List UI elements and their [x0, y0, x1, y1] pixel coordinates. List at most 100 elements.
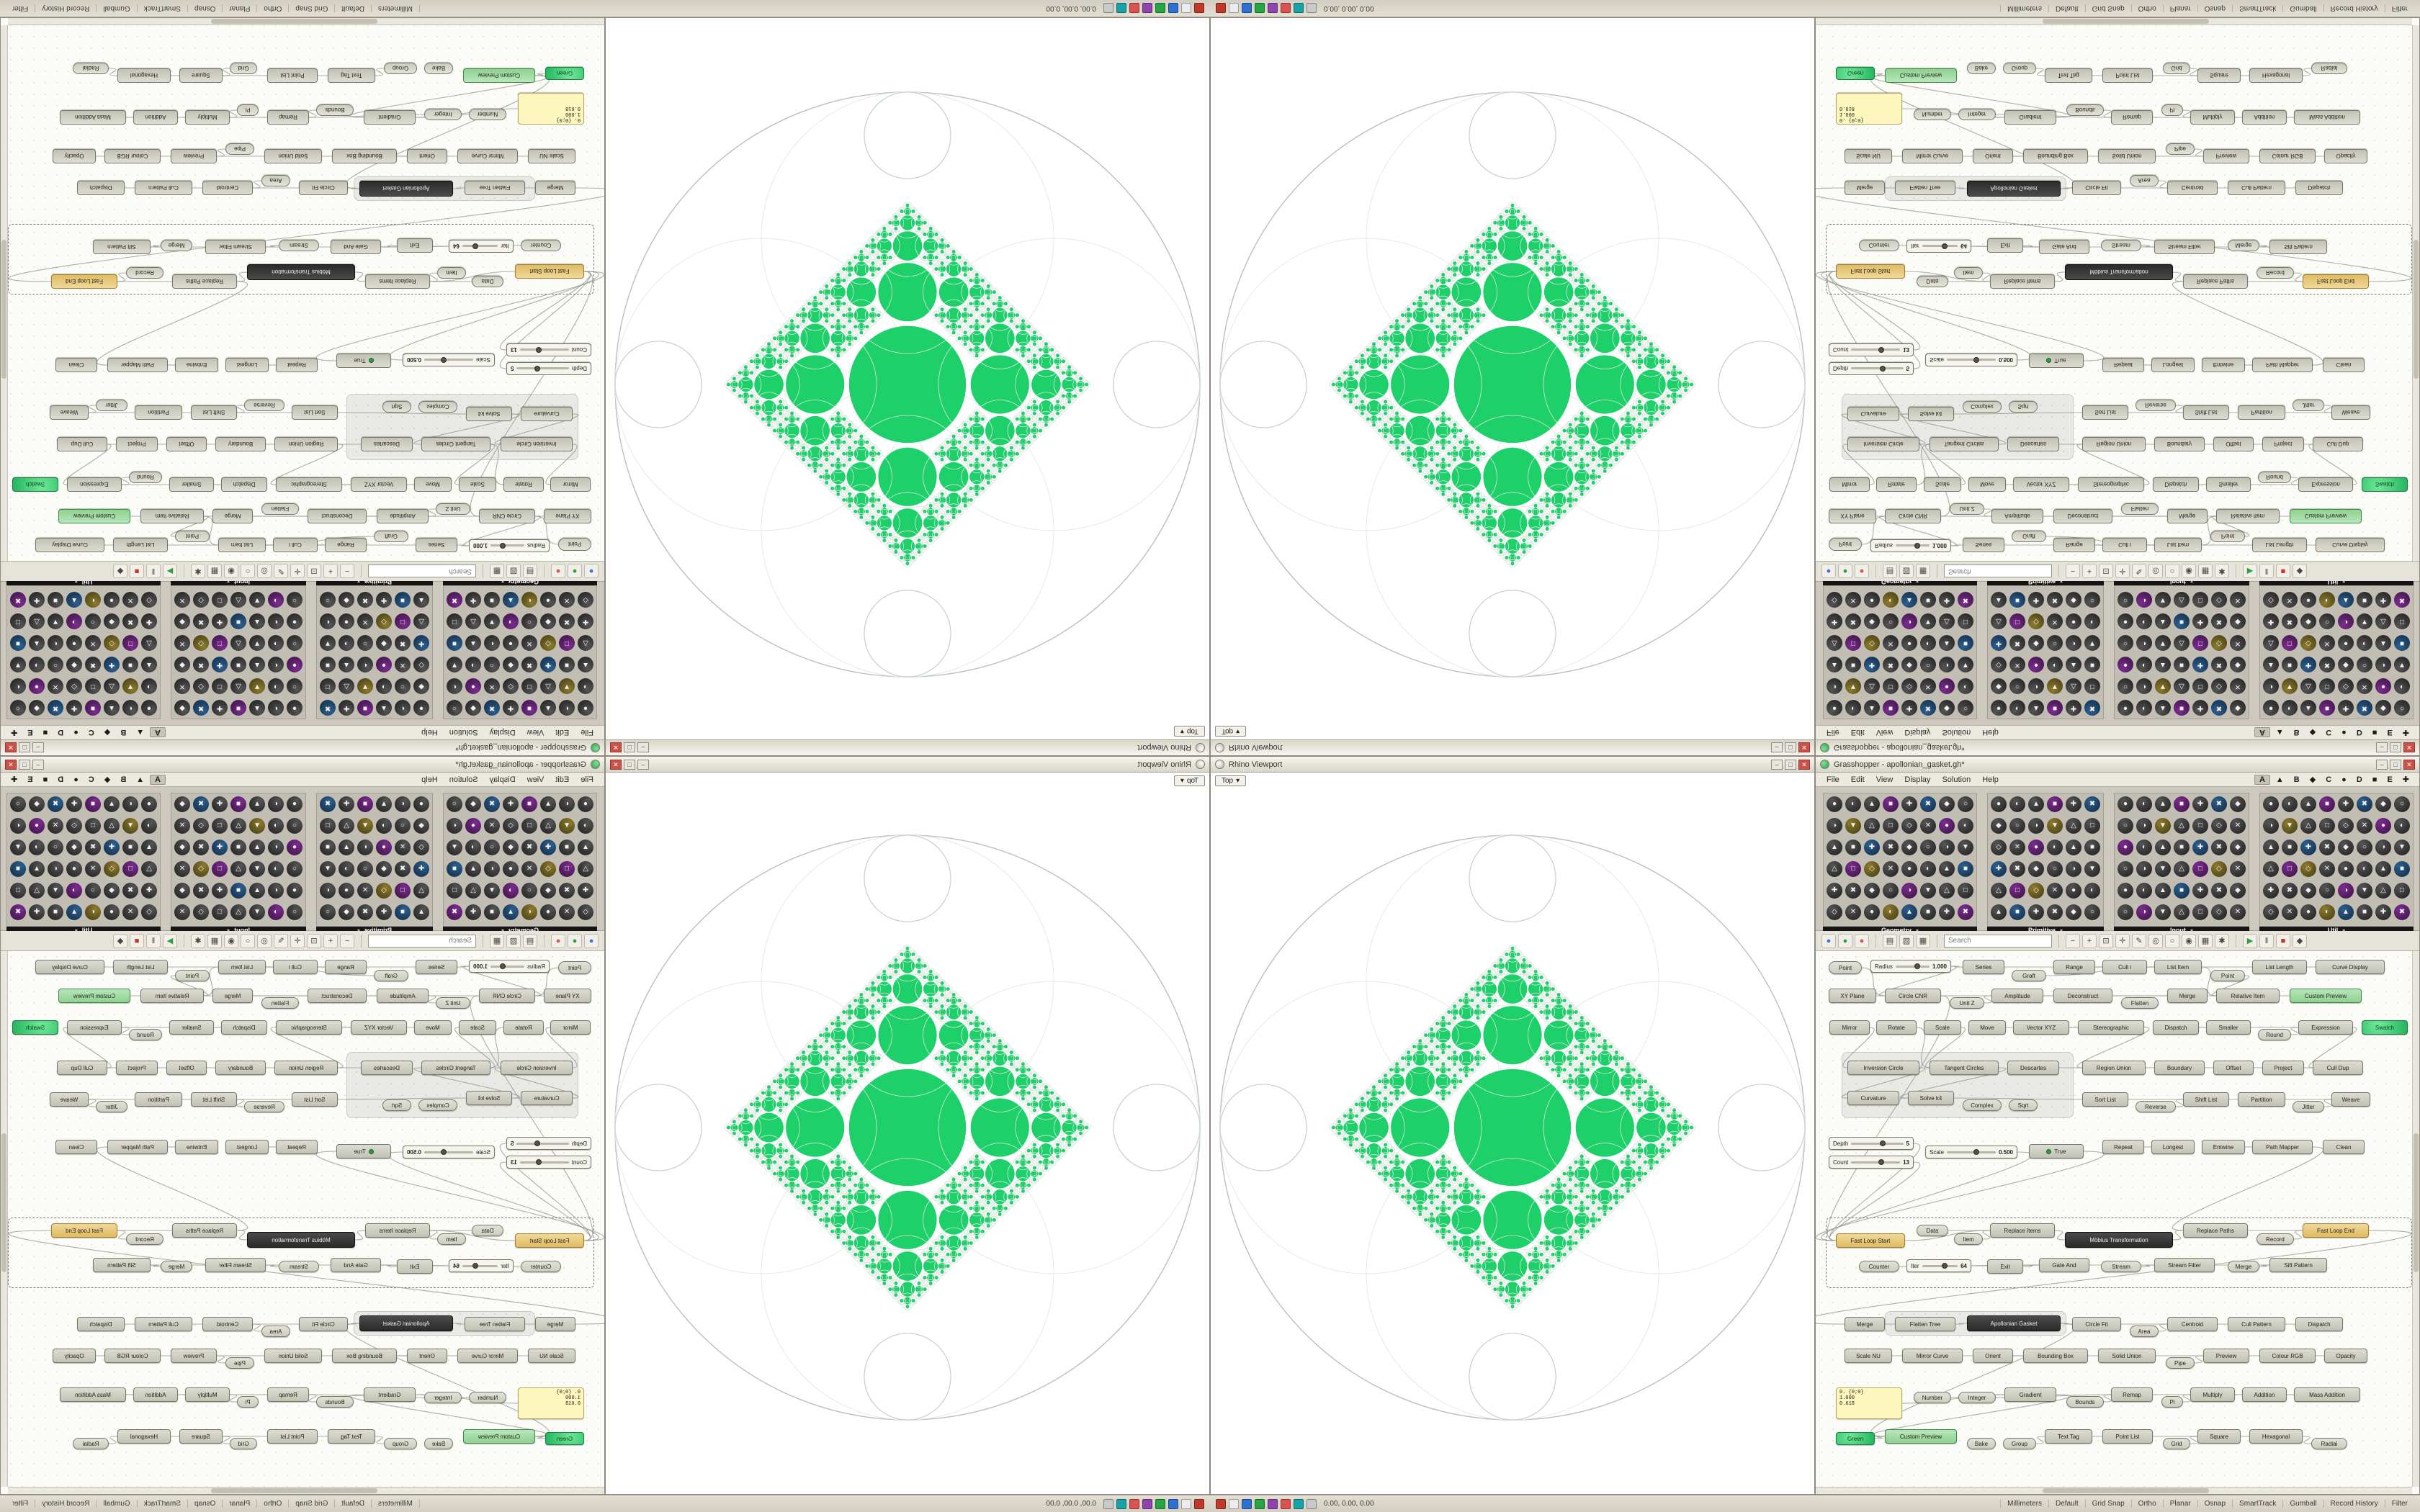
component-icon[interactable]: ✖: [395, 635, 411, 651]
gh-node-counter[interactable]: Counter: [1859, 1261, 1899, 1272]
component-icon[interactable]: ◑: [465, 657, 481, 672]
component-icon[interactable]: ○: [521, 883, 537, 899]
category-tab-d[interactable]: D: [58, 728, 64, 737]
component-icon[interactable]: ✖: [521, 657, 537, 672]
status-toggle-gumball[interactable]: Gumball: [2282, 4, 2323, 12]
component-icon[interactable]: ▼: [249, 635, 265, 651]
gh-node-dispatch[interactable]: Dispatch: [2153, 1020, 2199, 1035]
component-icon[interactable]: ◇: [2300, 861, 2316, 877]
gh-node-m-bius-transformation[interactable]: Möbius Transformation: [2065, 1232, 2173, 1248]
gh-node-square[interactable]: Square: [179, 68, 223, 83]
component-icon[interactable]: ●: [2118, 657, 2133, 672]
component-icon[interactable]: ✖: [122, 883, 138, 899]
component-icon[interactable]: ◑: [141, 818, 157, 834]
component-icon[interactable]: ●: [287, 883, 302, 899]
component-icon[interactable]: ■: [2009, 592, 2025, 608]
slider-track[interactable]: [424, 1148, 473, 1155]
component-icon[interactable]: ◇: [1827, 592, 1842, 608]
scrollbar-thumb[interactable]: [1, 239, 6, 379]
gh-node-shift-list[interactable]: Shift List: [2183, 405, 2229, 420]
gh-node-gradient[interactable]: Gradient: [2004, 1387, 2056, 1402]
gh-node-pi[interactable]: Pi: [237, 104, 259, 116]
gh-node-cull-pattern[interactable]: Cull Pattern: [2228, 1317, 2285, 1331]
component-icon[interactable]: ◐: [2282, 796, 2298, 812]
component-icon[interactable]: ✕: [357, 883, 373, 899]
status-toggle-filter[interactable]: Filter: [2384, 1500, 2414, 1508]
status-toggle-filter[interactable]: Filter: [6, 4, 36, 12]
component-icon[interactable]: ○: [2047, 635, 2063, 651]
gh-node-pi[interactable]: Pi: [2161, 1396, 2183, 1408]
category-tab-a[interactable]: A: [150, 774, 166, 785]
component-icon[interactable]: ■: [2174, 657, 2190, 672]
gh-node-round[interactable]: Round: [129, 1029, 162, 1040]
component-icon[interactable]: ▼: [10, 657, 26, 672]
gh-node-stream-filter[interactable]: Stream Filter: [205, 1258, 266, 1272]
component-icon[interactable]: ▲: [1991, 592, 2007, 608]
component-icon[interactable]: ✖: [193, 883, 209, 899]
component-icon[interactable]: ◐: [1845, 700, 1861, 716]
component-icon[interactable]: ○: [395, 818, 411, 834]
gh-node-centroid[interactable]: Centroid: [2167, 1317, 2218, 1331]
gh-node-true[interactable]: True: [336, 354, 391, 368]
gh-node-count-13[interactable]: Count 13: [1829, 1156, 1914, 1169]
gh-node-count-13[interactable]: Count 13: [1829, 343, 1914, 356]
component-icon[interactable]: ✚: [212, 700, 228, 716]
crosshair-icon[interactable]: ◎: [257, 564, 272, 579]
component-icon[interactable]: ○: [1883, 613, 1899, 629]
pan-icon[interactable]: ✛: [2115, 564, 2130, 579]
menu-item-file[interactable]: File: [581, 728, 593, 737]
component-icon[interactable]: ◆: [104, 613, 120, 629]
component-icon[interactable]: ◐: [48, 861, 63, 877]
component-icon[interactable]: ◑: [376, 678, 392, 694]
gh-node-custom-preview[interactable]: Custom Preview: [1885, 1429, 1957, 1444]
gh-node-boundary[interactable]: Boundary: [215, 1061, 266, 1075]
gh-node-iter-64[interactable]: Iter 64: [1906, 1259, 1971, 1272]
component-icon[interactable]: ✖: [2319, 840, 2335, 855]
gh-node-area[interactable]: Area: [261, 175, 290, 186]
menu-item-help[interactable]: Help: [421, 728, 438, 737]
component-icon[interactable]: ◇: [66, 678, 82, 694]
component-icon[interactable]: ✕: [48, 818, 63, 834]
component-icon[interactable]: ●: [2066, 883, 2081, 899]
component-icon[interactable]: △: [1991, 883, 2007, 899]
component-icon[interactable]: ■: [2084, 840, 2100, 855]
gh-node-bounding-box[interactable]: Bounding Box: [2023, 149, 2088, 163]
category-tab-[interactable]: ▲: [136, 728, 145, 737]
gh-node-bounds[interactable]: Bounds: [2066, 1396, 2104, 1408]
gh-node-mirror-curve[interactable]: Mirror Curve: [457, 1349, 518, 1363]
slider-knob[interactable]: [472, 243, 479, 250]
gh-node-exit[interactable]: Exit: [1987, 238, 2023, 253]
component-icon[interactable]: ◑: [2375, 657, 2391, 672]
scrollbar-thumb[interactable]: [210, 1488, 378, 1493]
new-definition-icon[interactable]: ▤: [523, 933, 537, 948]
component-icon[interactable]: ◐: [10, 678, 26, 694]
component-icon[interactable]: ✕: [174, 678, 190, 694]
component-icon[interactable]: ✕: [122, 904, 138, 920]
component-icon[interactable]: ✚: [2028, 904, 2044, 920]
gh-node-scale-nu[interactable]: Scale NU: [528, 1349, 575, 1363]
gh-node-pipe[interactable]: Pipe: [225, 1357, 254, 1369]
component-icon[interactable]: ✚: [1991, 861, 2007, 877]
component-icon[interactable]: ▲: [465, 861, 481, 877]
component-icon[interactable]: ◑: [339, 861, 354, 877]
component-icon[interactable]: ◇: [1864, 635, 1880, 651]
component-icon[interactable]: ✕: [2230, 861, 2246, 877]
viewport-canvas[interactable]: Top ▾: [1211, 18, 1814, 739]
gh-node-grid[interactable]: Grid: [230, 63, 257, 74]
component-icon[interactable]: □: [212, 635, 228, 651]
component-icon[interactable]: ✕: [174, 904, 190, 920]
category-tab-d[interactable]: D: [58, 775, 64, 784]
component-icon[interactable]: ●: [2338, 861, 2354, 877]
component-icon[interactable]: ✖: [10, 592, 26, 608]
gh-node-orient[interactable]: Orient: [407, 149, 447, 163]
component-icon[interactable]: ✖: [193, 613, 209, 629]
component-icon[interactable]: ◑: [2338, 883, 2354, 899]
gh-node-cull-pattern[interactable]: Cull Pattern: [135, 181, 192, 195]
component-icon[interactable]: ○: [447, 700, 462, 716]
component-icon[interactable]: ◆: [1939, 700, 1955, 716]
gh-node-merge[interactable]: Merge: [1845, 1317, 1885, 1331]
file-category-ball[interactable]: ●: [584, 564, 599, 579]
component-icon[interactable]: ▲: [2338, 904, 2354, 920]
zoom-out-icon[interactable]: −: [340, 933, 354, 948]
slider-track[interactable]: [490, 963, 525, 969]
